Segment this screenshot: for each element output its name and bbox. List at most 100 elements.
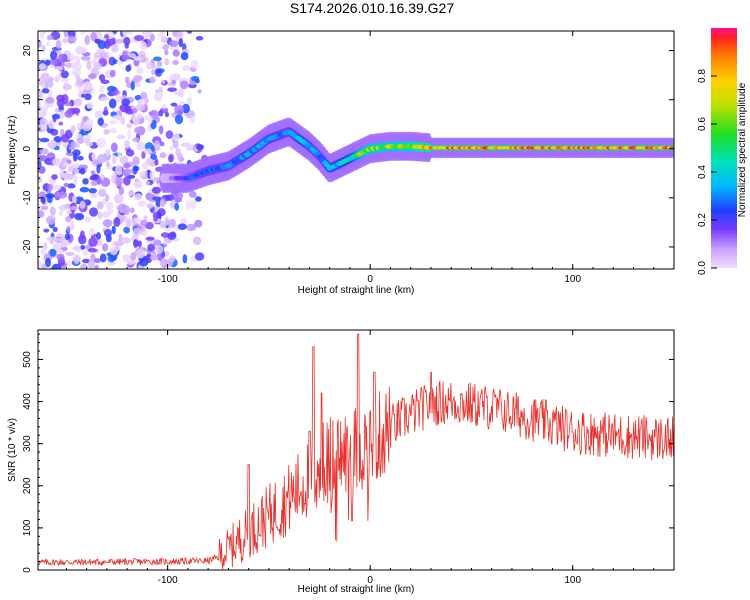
noise-blob — [89, 207, 99, 217]
noise-blob — [70, 141, 78, 148]
noise-blob — [87, 248, 98, 253]
noise-blob — [149, 254, 159, 261]
noise-blob — [136, 103, 146, 112]
colorbar-label: Normalized spectral amplitude — [737, 82, 748, 217]
noise-blob — [136, 141, 146, 151]
noise-blob — [194, 219, 203, 228]
noise-blob — [197, 89, 202, 94]
noise-blob — [47, 79, 54, 88]
noise-blob — [123, 175, 131, 186]
noise-blob — [172, 139, 179, 149]
noise-blob — [86, 60, 92, 70]
noise-blob — [153, 212, 159, 222]
noise-blob — [56, 94, 65, 102]
noise-blob — [38, 175, 43, 183]
noise-blob — [192, 236, 202, 245]
noise-blob — [127, 190, 134, 197]
noise-blob — [143, 215, 148, 221]
noise-blob — [38, 260, 42, 269]
noise-blob — [145, 236, 155, 241]
noise-blob — [96, 164, 101, 174]
x-tick-label: 0 — [367, 575, 373, 586]
noise-blob — [182, 65, 191, 72]
noise-blob — [80, 245, 86, 250]
noise-blob — [121, 98, 131, 107]
noise-blob — [96, 176, 102, 185]
noise-blob — [142, 161, 148, 170]
snr-y-label: SNR (10 * v/v) — [7, 418, 18, 482]
noise-blob — [180, 52, 189, 61]
noise-blob — [133, 166, 140, 172]
noise-blob — [64, 233, 71, 240]
noise-blob — [173, 192, 184, 199]
noise-blob — [162, 103, 167, 110]
noise-blob — [63, 82, 70, 91]
noise-blob — [132, 116, 140, 127]
noise-blob — [168, 255, 176, 263]
noise-blob — [59, 109, 65, 120]
noise-blob — [39, 148, 49, 155]
noise-blob — [97, 117, 104, 126]
noise-blob — [135, 248, 145, 259]
noise-blob — [165, 194, 175, 201]
noise-blob — [43, 228, 50, 233]
noise-blob — [58, 210, 64, 216]
noise-blob — [172, 49, 180, 57]
noise-blob — [95, 49, 105, 59]
noise-blob — [174, 202, 180, 211]
noise-blob — [125, 64, 131, 72]
colorbar: 0.0 0.2 0.4 0.6 0.8 Normalized spectral ampl… — [697, 28, 748, 275]
noise-blob — [141, 151, 146, 159]
noise-blob — [96, 137, 107, 148]
noise-blob — [153, 239, 162, 246]
noise-blob — [134, 34, 145, 42]
noise-blob — [107, 261, 116, 266]
noise-blob — [111, 115, 122, 120]
noise-blob — [123, 36, 131, 46]
noise-blob — [97, 153, 106, 164]
noise-blob — [106, 85, 117, 92]
noise-blob — [117, 151, 122, 158]
noise-blob — [48, 76, 54, 82]
noise-blob — [165, 130, 174, 140]
snr-frame — [37, 329, 675, 571]
noise-blob — [132, 137, 140, 143]
noise-blob — [172, 133, 180, 141]
x-tick-label: 100 — [564, 274, 581, 285]
noise-blob — [79, 186, 90, 193]
noise-blob — [51, 184, 62, 191]
noise-blob — [95, 38, 102, 45]
noise-blob — [145, 181, 151, 186]
noise-blob — [109, 120, 118, 125]
noise-blob — [102, 51, 111, 60]
noise-blob — [54, 108, 60, 113]
noise-blob — [90, 31, 97, 42]
noise-blob — [94, 110, 103, 119]
noise-blob — [151, 186, 161, 194]
noise-blob — [85, 142, 94, 147]
noise-blob — [164, 58, 170, 66]
spectrogram-x-label: Height of straight line (km) — [298, 285, 415, 296]
noise-blob — [106, 161, 111, 167]
noise-blob — [139, 41, 147, 50]
x-tick-label: -100 — [158, 274, 178, 285]
noise-blob — [71, 68, 82, 76]
noise-blob — [45, 96, 55, 104]
noise-blob — [97, 211, 103, 220]
spectrogram-frame — [37, 30, 675, 270]
noise-blob — [39, 137, 50, 143]
noise-blob — [105, 148, 111, 157]
noise-blob — [85, 134, 92, 140]
noise-blob — [195, 196, 202, 202]
noise-blob — [140, 219, 148, 226]
noise-blob — [154, 158, 159, 166]
noise-blob — [157, 32, 166, 38]
noise-blob — [134, 193, 143, 201]
noise-blob — [158, 110, 164, 117]
noise-blob — [60, 70, 69, 79]
y-tick-label: 100 — [22, 519, 33, 536]
noise-blob — [130, 81, 135, 91]
noise-blob — [84, 34, 91, 45]
noise-blob — [62, 38, 69, 44]
noise-blob — [103, 228, 113, 237]
